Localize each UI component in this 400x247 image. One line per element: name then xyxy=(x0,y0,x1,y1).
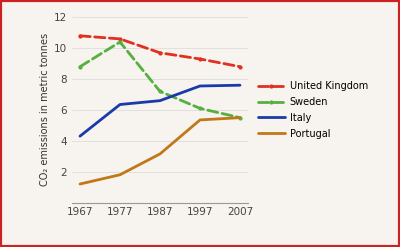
Italy xyxy=(198,84,202,87)
Sweden xyxy=(198,107,202,110)
Portugal xyxy=(78,183,82,185)
Line: United Kingdom: United Kingdom xyxy=(77,33,243,69)
Line: Sweden: Sweden xyxy=(77,39,243,120)
Portugal xyxy=(198,119,202,122)
Legend: United Kingdom, Sweden, Italy, Portugal: United Kingdom, Sweden, Italy, Portugal xyxy=(255,78,371,142)
Italy xyxy=(78,135,82,138)
Portugal xyxy=(118,173,122,176)
United Kingdom xyxy=(158,51,162,54)
Portugal xyxy=(158,152,162,155)
Line: Italy: Italy xyxy=(80,85,240,136)
Portugal xyxy=(238,116,242,119)
Sweden xyxy=(238,116,242,119)
Sweden xyxy=(78,65,82,68)
United Kingdom xyxy=(78,34,82,37)
United Kingdom xyxy=(198,58,202,61)
Italy xyxy=(118,103,122,106)
Line: Portugal: Portugal xyxy=(80,118,240,184)
United Kingdom xyxy=(238,65,242,68)
United Kingdom xyxy=(118,38,122,41)
Sweden xyxy=(118,41,122,43)
Italy xyxy=(238,84,242,87)
Italy xyxy=(158,99,162,102)
Sweden xyxy=(158,90,162,93)
Y-axis label: CO₂ emissions in metric tonnes: CO₂ emissions in metric tonnes xyxy=(40,33,50,186)
